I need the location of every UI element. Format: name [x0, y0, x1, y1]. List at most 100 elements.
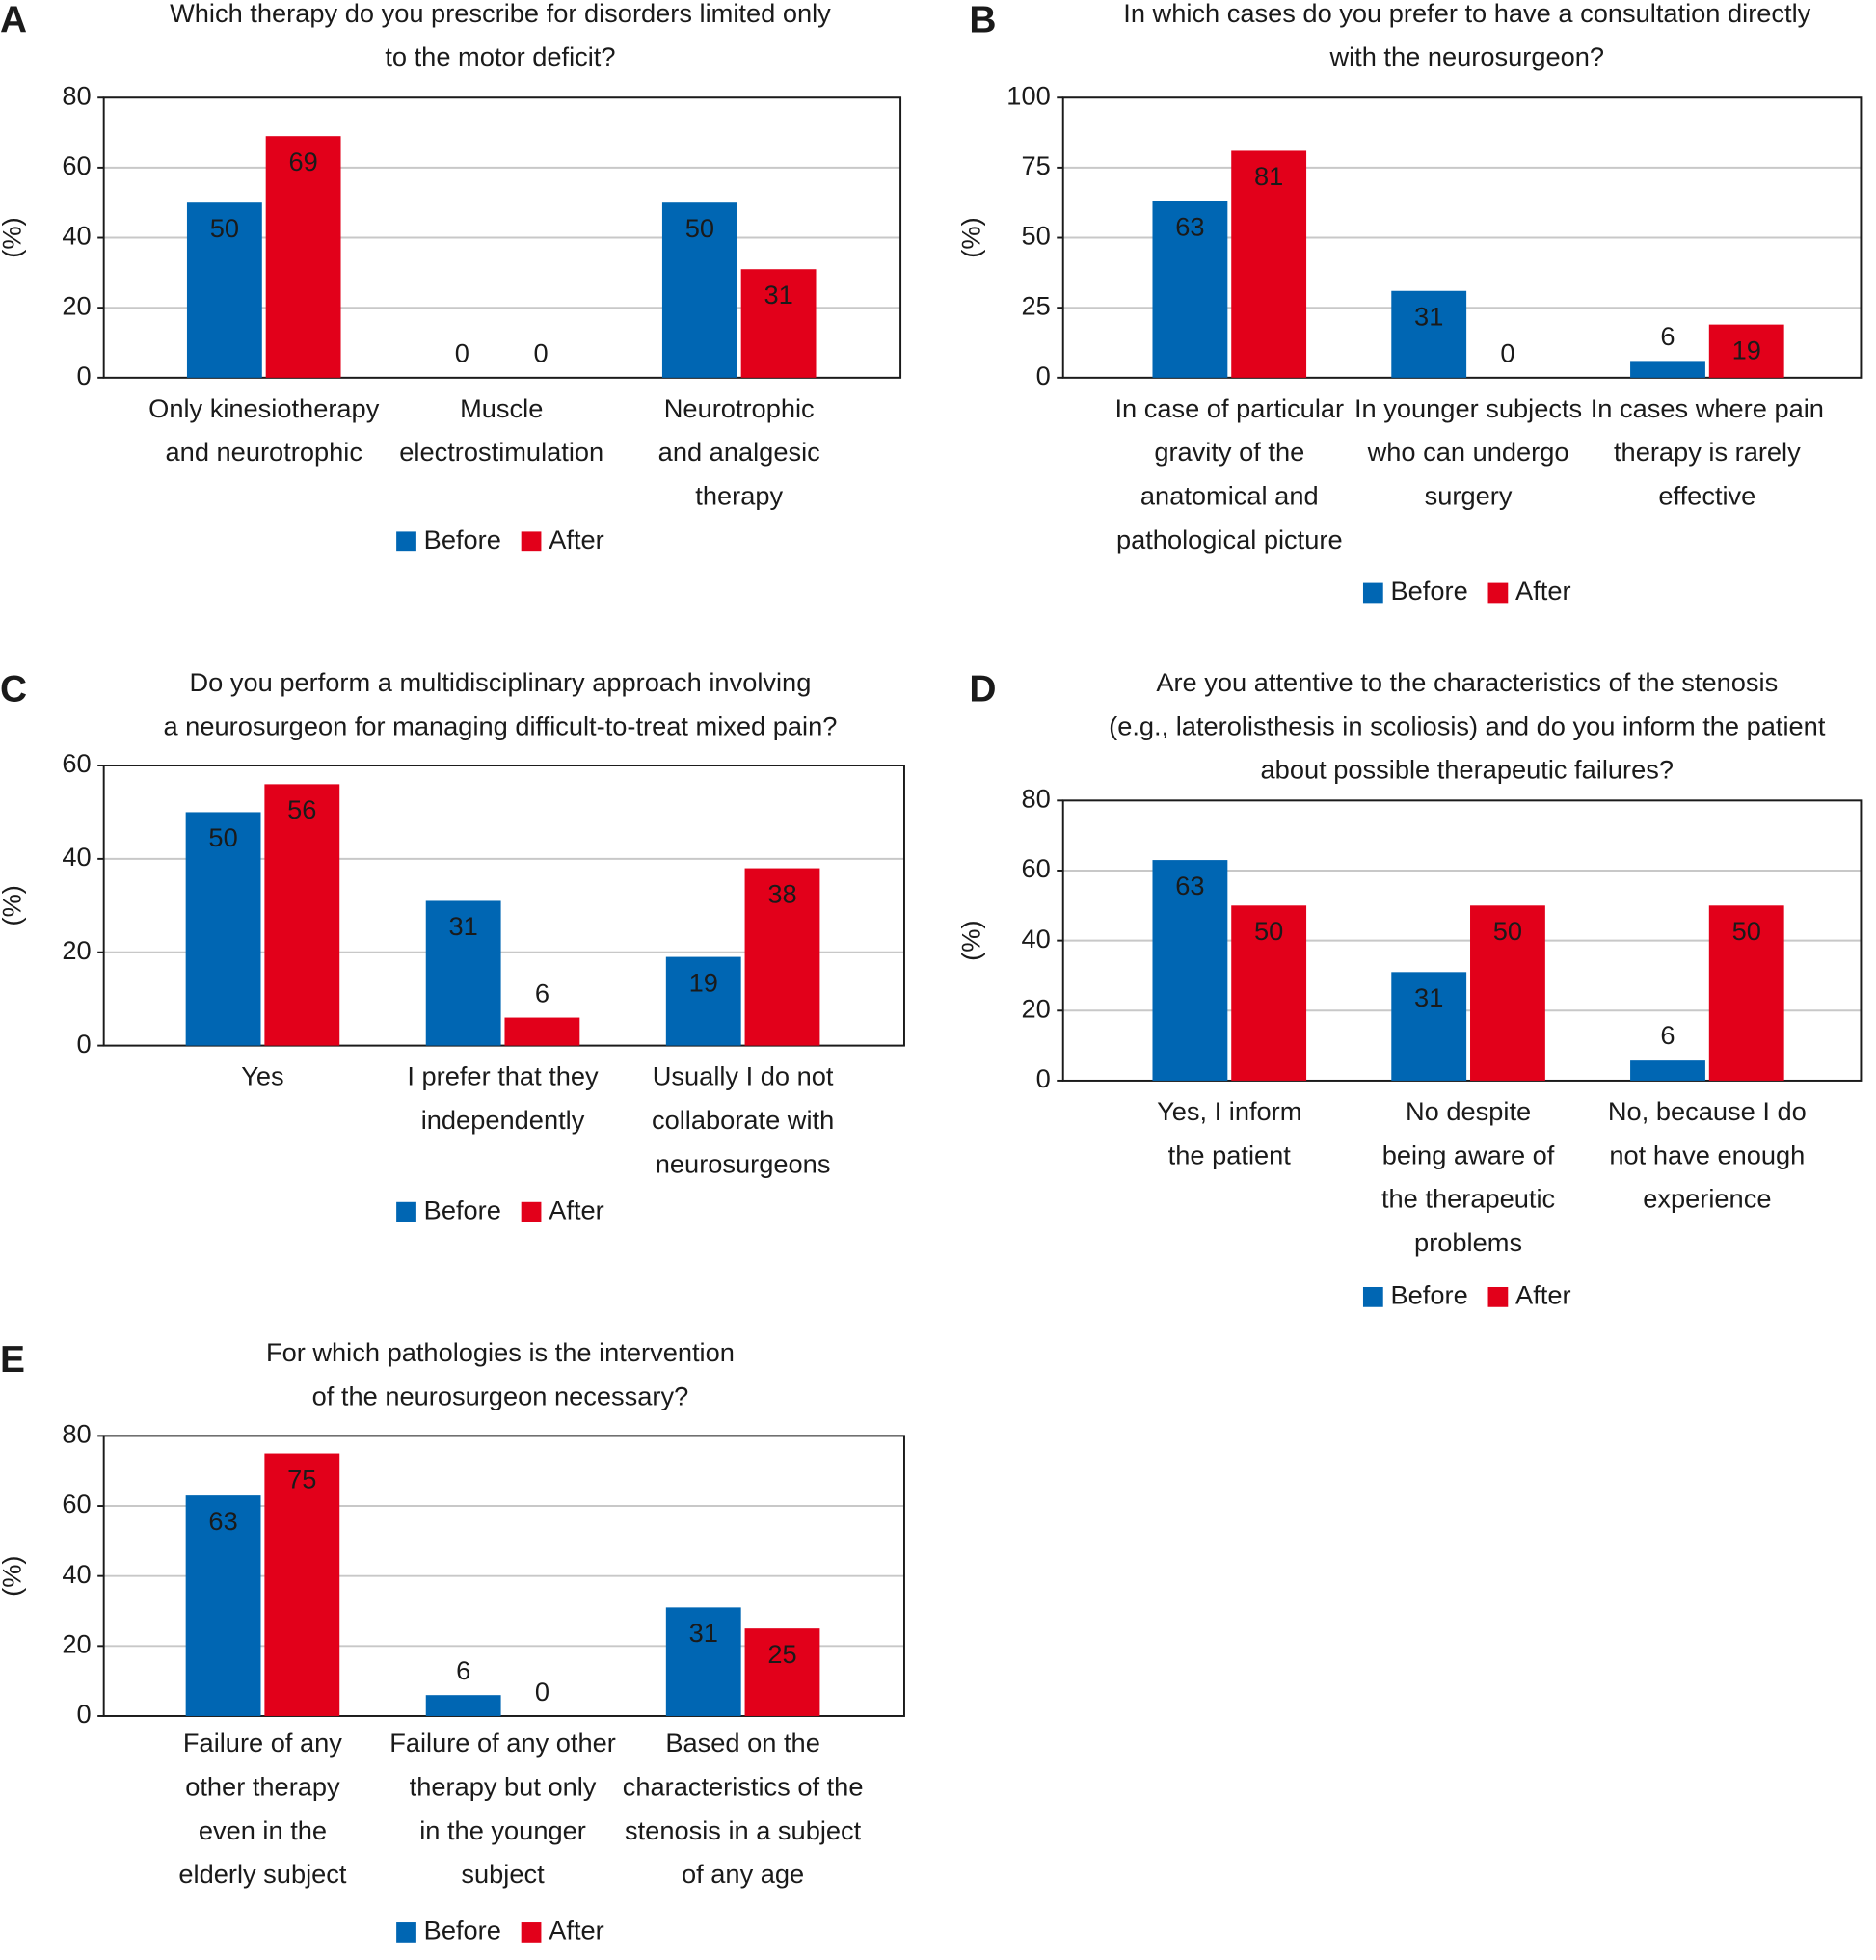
- y-tick-label: 100: [1006, 80, 1050, 110]
- chart-title: a neurosurgeon for managing difficult-to…: [163, 711, 837, 740]
- chart-title: Do you perform a multidisciplinary appro…: [190, 667, 812, 697]
- x-tick-label: of any age: [682, 1859, 804, 1889]
- legend-swatch: [521, 531, 542, 552]
- y-tick-label: 80: [62, 80, 91, 110]
- x-tick-label: therapy: [695, 481, 783, 511]
- value-label: 63: [1175, 211, 1204, 241]
- panel-letter: A: [0, 0, 27, 41]
- panel-letter: E: [0, 1339, 25, 1381]
- x-tick-label: In case of particular: [1114, 393, 1344, 423]
- y-axis-label: (%): [956, 920, 986, 960]
- x-tick-label: Neurotrophic: [664, 393, 815, 423]
- x-tick-label: I prefer that they: [407, 1061, 599, 1091]
- y-tick-label: 0: [1036, 1063, 1051, 1093]
- value-label: 50: [1493, 916, 1522, 946]
- value-label: 25: [767, 1639, 796, 1669]
- y-axis-label: (%): [956, 217, 986, 257]
- x-tick-label: independently: [421, 1105, 585, 1135]
- value-label: 69: [288, 147, 317, 176]
- value-label: 50: [208, 822, 237, 852]
- legend-label: Before: [1391, 1280, 1468, 1310]
- value-label: 31: [449, 911, 478, 941]
- x-tick-label: pathological picture: [1116, 524, 1343, 554]
- y-tick-label: 80: [1021, 784, 1050, 814]
- legend-label: After: [1515, 576, 1571, 605]
- x-tick-label: elderly subject: [178, 1859, 347, 1889]
- bar: [1630, 361, 1705, 378]
- plot-frame: [102, 765, 905, 1047]
- x-tick-label: stenosis in a subject: [625, 1815, 862, 1845]
- x-tick-label: In younger subjects: [1354, 393, 1582, 423]
- value-label: 6: [1660, 321, 1675, 351]
- x-tick-label: Only kinesiotherapy: [148, 393, 380, 423]
- chart-title: with the neurosurgeon?: [1328, 41, 1604, 71]
- legend-label: After: [1515, 1280, 1571, 1310]
- bar: [185, 1495, 261, 1716]
- legend-swatch: [521, 1201, 542, 1222]
- x-tick-label: effective: [1658, 481, 1755, 511]
- bar: [1470, 905, 1545, 1081]
- value-label: 19: [689, 967, 718, 997]
- y-tick-label: 20: [1021, 993, 1050, 1023]
- x-tick-label: In cases where pain: [1591, 393, 1824, 423]
- x-tick-label: Based on the: [665, 1728, 820, 1758]
- x-tick-label: other therapy: [185, 1771, 340, 1801]
- legend-label: After: [549, 1916, 604, 1946]
- bar: [665, 1607, 741, 1716]
- y-tick-label: 20: [62, 290, 91, 320]
- x-tick-label: the therapeutic: [1381, 1184, 1555, 1214]
- plot-frame: [102, 96, 902, 379]
- value-label: 19: [1732, 335, 1761, 364]
- x-tick-label: Usually I do not: [653, 1061, 834, 1091]
- y-tick-label: 75: [1021, 150, 1050, 180]
- bar: [1708, 905, 1784, 1081]
- x-tick-label: surgery: [1425, 481, 1513, 511]
- y-tick-label: 60: [62, 150, 91, 180]
- value-label: 50: [685, 213, 714, 243]
- y-axis-label: (%): [0, 217, 26, 257]
- bar: [1630, 1060, 1705, 1081]
- chart-title: to the motor deficit?: [385, 41, 615, 71]
- y-tick-label: 60: [62, 748, 91, 778]
- bar: [264, 784, 340, 1046]
- legend-swatch: [396, 1201, 416, 1222]
- x-tick-label: experience: [1643, 1184, 1771, 1214]
- x-tick-label: No despite: [1406, 1096, 1531, 1126]
- value-label: 50: [1732, 916, 1761, 946]
- value-label: 6: [456, 1655, 470, 1685]
- bar: [740, 269, 817, 378]
- bar: [504, 1017, 580, 1046]
- chart-title: of the neurosurgeon necessary?: [312, 1382, 689, 1411]
- value-label: 81: [1254, 161, 1283, 191]
- y-tick-label: 25: [1021, 290, 1050, 320]
- legend-swatch: [1487, 582, 1509, 604]
- y-axis-label: (%): [0, 885, 26, 926]
- x-tick-label: Muscle: [460, 393, 543, 423]
- bar: [1708, 324, 1784, 378]
- legend-swatch: [1362, 1286, 1383, 1307]
- value-label: 31: [1414, 982, 1443, 1012]
- value-label: 63: [208, 1506, 237, 1536]
- x-tick-label: Yes, I inform: [1157, 1096, 1301, 1126]
- panel-letter: D: [969, 669, 996, 711]
- value-label: 75: [287, 1463, 316, 1493]
- y-tick-label: 40: [62, 842, 91, 872]
- y-tick-label: 0: [1036, 361, 1051, 390]
- chart-title: For which pathologies is the interventio…: [266, 1337, 735, 1367]
- value-label: 50: [210, 213, 239, 243]
- legend-label: After: [549, 524, 604, 554]
- y-tick-label: 0: [77, 1699, 92, 1729]
- value-label: 50: [1254, 916, 1283, 946]
- value-label: 31: [764, 280, 792, 309]
- value-label: 0: [535, 1677, 549, 1706]
- x-tick-label: and analgesic: [658, 437, 820, 467]
- bar: [425, 1695, 501, 1716]
- bar: [744, 1628, 820, 1716]
- legend-swatch: [396, 531, 416, 552]
- y-tick-label: 50: [1021, 221, 1050, 251]
- bar: [264, 1453, 340, 1716]
- panel-letter: B: [969, 0, 996, 41]
- y-axis-label: (%): [0, 1555, 26, 1596]
